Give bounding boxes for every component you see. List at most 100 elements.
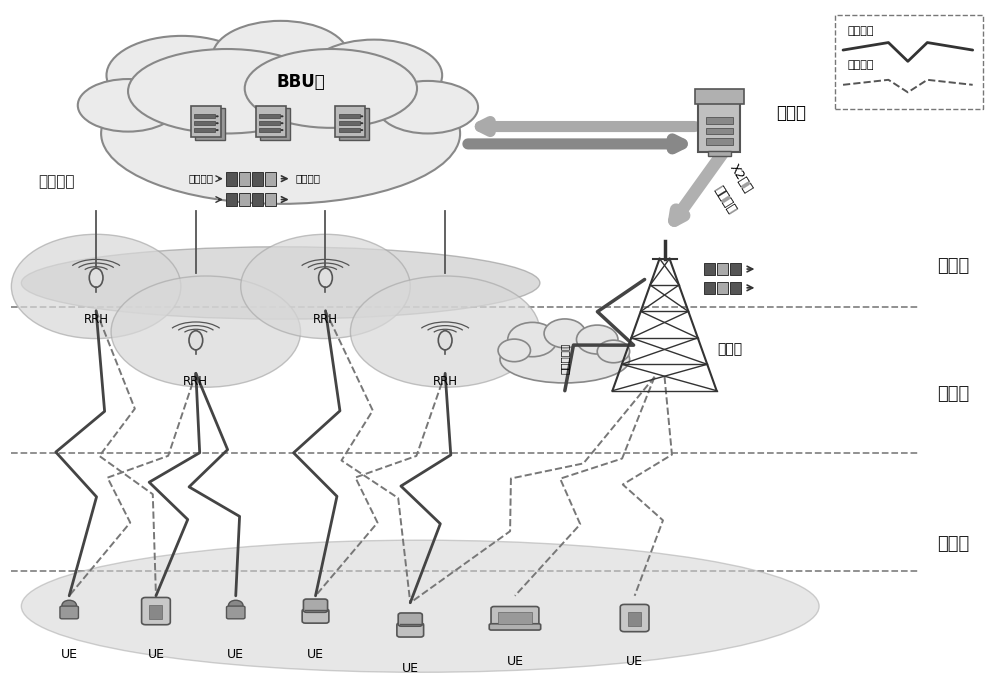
Bar	[265, 172, 276, 186]
Bar	[730, 263, 741, 275]
Bar	[239, 172, 250, 186]
Text: BBU池: BBU池	[276, 73, 325, 91]
FancyBboxPatch shape	[695, 89, 744, 103]
FancyBboxPatch shape	[339, 121, 360, 126]
Text: UE: UE	[227, 648, 244, 662]
FancyBboxPatch shape	[708, 151, 731, 156]
Bar	[239, 193, 250, 207]
Circle shape	[544, 319, 586, 348]
FancyBboxPatch shape	[60, 606, 78, 619]
Ellipse shape	[350, 276, 540, 387]
Ellipse shape	[101, 63, 460, 204]
Circle shape	[576, 325, 618, 354]
Bar	[704, 263, 715, 275]
Circle shape	[281, 115, 284, 117]
Ellipse shape	[500, 336, 630, 383]
Text: RRH: RRH	[313, 313, 338, 325]
Bar	[717, 282, 728, 294]
Text: 接入层: 接入层	[938, 385, 970, 403]
Text: 信号干扰: 信号干扰	[847, 60, 874, 70]
FancyBboxPatch shape	[142, 597, 170, 625]
Bar	[706, 138, 733, 145]
Text: 终端层: 终端层	[938, 535, 970, 553]
Bar	[265, 193, 276, 207]
Text: 去程链路: 去程链路	[38, 174, 74, 190]
Ellipse shape	[212, 21, 349, 92]
Bar	[706, 117, 733, 124]
Text: UE: UE	[626, 655, 643, 669]
Text: 网络层: 网络层	[938, 257, 970, 274]
Text: RRH: RRH	[433, 376, 458, 388]
Ellipse shape	[89, 268, 103, 288]
Circle shape	[281, 129, 284, 131]
Text: RRH: RRH	[183, 376, 208, 388]
Text: UE: UE	[506, 655, 523, 669]
FancyBboxPatch shape	[835, 15, 983, 109]
Text: UE: UE	[402, 662, 419, 675]
Text: 信号传播: 信号传播	[847, 26, 874, 36]
FancyBboxPatch shape	[226, 606, 245, 619]
Text: X2接口: X2接口	[727, 162, 755, 195]
Circle shape	[360, 115, 363, 117]
Circle shape	[360, 129, 363, 131]
Ellipse shape	[21, 540, 819, 672]
Bar	[252, 193, 263, 207]
Bar	[252, 172, 263, 186]
FancyBboxPatch shape	[259, 128, 280, 132]
Ellipse shape	[378, 81, 478, 133]
FancyBboxPatch shape	[191, 105, 221, 137]
FancyBboxPatch shape	[628, 612, 641, 625]
FancyBboxPatch shape	[195, 108, 225, 140]
Ellipse shape	[78, 79, 178, 132]
Text: UE: UE	[147, 648, 164, 662]
Text: UE: UE	[61, 648, 78, 662]
Ellipse shape	[241, 235, 410, 339]
Ellipse shape	[128, 49, 325, 133]
Text: 宏基站: 宏基站	[717, 342, 742, 356]
FancyBboxPatch shape	[149, 605, 162, 618]
Bar	[706, 128, 733, 134]
FancyBboxPatch shape	[339, 114, 360, 119]
FancyBboxPatch shape	[194, 121, 215, 126]
FancyBboxPatch shape	[698, 101, 740, 152]
Bar	[704, 282, 715, 294]
Circle shape	[281, 122, 284, 124]
Circle shape	[216, 129, 219, 131]
FancyBboxPatch shape	[335, 105, 365, 137]
FancyBboxPatch shape	[398, 613, 422, 626]
Ellipse shape	[438, 331, 452, 350]
Text: RRH: RRH	[84, 313, 109, 325]
Ellipse shape	[111, 276, 301, 387]
Circle shape	[360, 122, 363, 124]
FancyBboxPatch shape	[489, 624, 541, 630]
Text: 核心网: 核心网	[776, 103, 806, 121]
Circle shape	[228, 600, 243, 610]
FancyBboxPatch shape	[302, 609, 329, 623]
Bar	[717, 263, 728, 275]
FancyBboxPatch shape	[260, 108, 290, 140]
Ellipse shape	[189, 331, 203, 350]
FancyBboxPatch shape	[339, 108, 369, 140]
FancyBboxPatch shape	[194, 128, 215, 132]
Ellipse shape	[306, 40, 442, 111]
Circle shape	[508, 322, 557, 357]
Circle shape	[498, 339, 530, 362]
Text: 回程链路: 回程链路	[712, 184, 739, 216]
FancyBboxPatch shape	[256, 105, 286, 137]
Text: 集中控制云: 集中控制云	[560, 343, 570, 373]
Bar	[730, 282, 741, 294]
FancyBboxPatch shape	[259, 114, 280, 119]
Bar	[226, 193, 237, 207]
Text: UE: UE	[307, 648, 324, 662]
FancyBboxPatch shape	[303, 599, 328, 612]
Bar	[226, 172, 237, 186]
FancyBboxPatch shape	[498, 611, 532, 623]
FancyBboxPatch shape	[491, 607, 539, 628]
FancyBboxPatch shape	[620, 604, 649, 632]
FancyBboxPatch shape	[259, 121, 280, 126]
Ellipse shape	[245, 49, 417, 128]
Ellipse shape	[106, 36, 257, 114]
FancyBboxPatch shape	[397, 623, 424, 637]
Circle shape	[597, 340, 630, 363]
FancyBboxPatch shape	[194, 114, 215, 119]
